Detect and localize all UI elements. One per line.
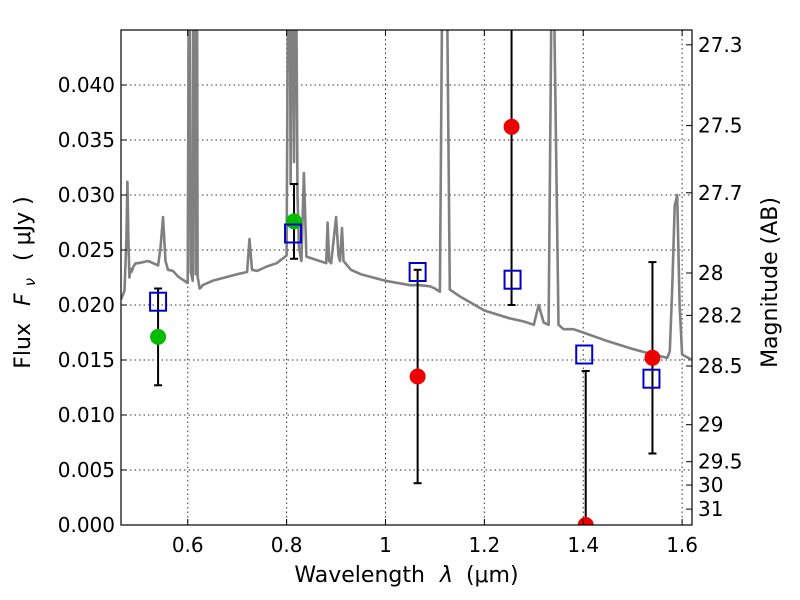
x-axis-label-text: Wavelength [294,563,425,588]
model-square [642,368,661,389]
axis-ticks: 0.6 0.8 1 1.2 1.4 1.6 0.000 0.005 0.010 0.015 0.02… [58,30,743,557]
y2-tick-label: 28 [698,261,723,285]
y-tick-label: 0.000 [58,513,115,537]
model-square [149,291,168,312]
model-squares [149,223,661,389]
plot-frame [120,29,693,526]
y-tick-label: 0.025 [58,238,115,262]
model-sed-line [121,30,692,362]
y-tick-label: 0.035 [58,128,115,152]
error-bars [154,30,657,525]
y2-tick-label: 27.3 [698,33,743,57]
x-tick-label: 0.8 [271,533,303,557]
x-tick-label: 1.4 [567,533,599,557]
x-tick-label: 1.2 [468,533,500,557]
y-axis-label-symbol: F [11,293,36,306]
x-tick-label: 1.6 [666,533,698,557]
observed-point [409,368,426,385]
y-axis-label: Flux F ν ( μJy ) [11,196,41,368]
grid-lines [121,30,692,526]
y2-tick-label: 27.5 [698,114,743,138]
observed-points [150,118,661,525]
x-tick-label: 0.6 [172,533,204,557]
x-axis-label-unit: (μm) [466,563,519,588]
y2-tick-label: 27.7 [698,181,743,205]
y2-tick-label: 29.5 [698,450,743,474]
y-tick-label: 0.030 [58,183,115,207]
model-square [575,344,594,365]
x-axis-label: Wavelength λ (μm) [294,563,518,588]
y-tick-label: 0.015 [58,348,115,372]
model-square [408,262,427,282]
model-sed-layer [121,30,692,362]
observed-point [150,328,167,345]
y2-tick-label: 31 [698,497,723,521]
observed-point [503,118,520,135]
x-axis-label-symbol: λ [439,563,453,588]
model-square [503,269,522,290]
y-axis-label-unit: ( μJy ) [11,196,36,261]
y2-axis-label: Magnitude (AB) [758,197,783,368]
y2-tick-label: 29 [698,413,723,437]
y-tick-label: 0.005 [58,458,115,482]
y-axis-label-subscript: ν [21,278,39,286]
y2-tick-label: 28.2 [698,303,743,327]
y2-tick-label: 28.5 [698,354,743,378]
observed-point [286,213,303,230]
observed-point [644,349,661,366]
observed-point [577,517,594,525]
y2-tick-label: 30 [698,473,723,497]
y-tick-label: 0.020 [58,293,115,317]
y-axis-label-text: Flux [11,323,36,369]
model-square [284,223,303,244]
y-tick-label: 0.010 [58,403,115,427]
x-tick-label: 1 [379,533,392,557]
y-tick-label: 0.040 [58,73,115,97]
